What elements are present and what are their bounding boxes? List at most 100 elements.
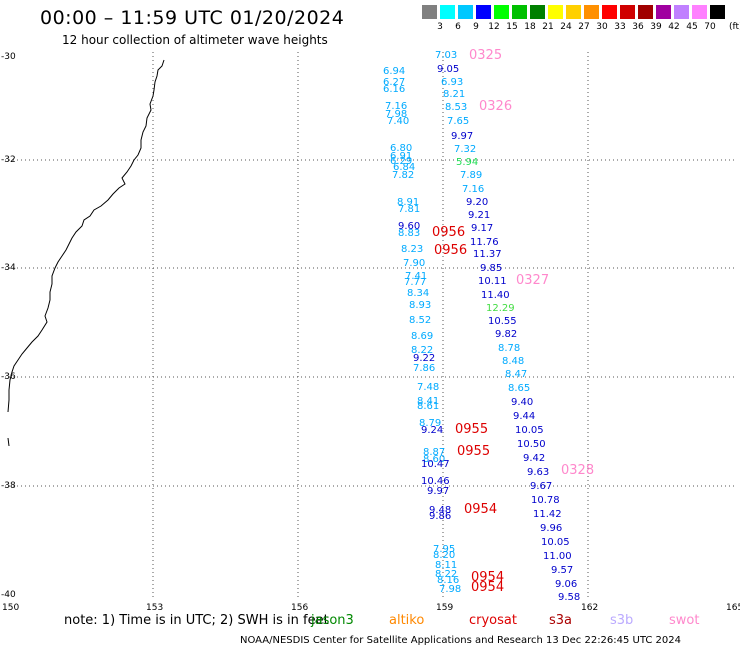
map-title: 00:00 – 11:59 UTC 01/20/2024 [40,7,345,29]
colorbar-swatch [494,5,509,19]
colorbar-swatch [674,5,689,19]
pass-time-label: 0326 [479,99,513,114]
colorbar-swatch [440,5,455,19]
wave-height-value: 10.46 [421,476,450,487]
wave-height-value: 10.47 [421,459,450,470]
longitude-label: 159 [436,603,454,613]
wave-height-value: 8.93 [409,300,432,311]
pass-time-label: 0954 [464,502,498,517]
latitude-label: -30 [1,52,16,62]
colorbar-label: 18 [524,22,536,32]
colorbar-swatch [422,5,437,19]
map-grid [5,52,735,597]
wave-height-value: 8.48 [502,356,525,367]
wave-height-value: 8.22 [435,569,458,580]
wave-height-value: 7.77 [404,277,427,288]
colorbar-swatch [476,5,491,19]
footnote: note: 1) Time is in UTC; 2) SWH is in fe… [64,613,329,628]
colorbar-label: 9 [473,22,479,32]
longitude-label: 156 [291,603,309,613]
longitude-label: 165 [726,603,740,613]
colorbar-swatch [692,5,707,19]
wave-height-value: 8.23 [401,244,424,255]
colorbar-label: 27 [578,22,590,32]
satellite-legend-item: jason3 [311,613,354,628]
credit-line: NOAA/NESDIS Center for Satellite Applica… [240,635,682,646]
colorbar-label: 21 [542,22,554,32]
wave-height-value: 8.16 [437,575,460,586]
wave-height-value: 10.11 [478,276,507,287]
longitude-label: 162 [581,603,599,613]
wave-height-value: 11.00 [543,551,572,562]
wave-height-value: 8.87 [423,447,446,458]
latitude-label: -32 [1,155,16,165]
wave-height-value: 6.16 [383,84,406,95]
wave-height-value: 8.60 [423,454,446,465]
wave-height-value: 9.20 [466,197,489,208]
wave-height-value: 6.84 [393,162,416,173]
pass-time-label: 0327 [516,273,550,288]
wave-height-value: 8.47 [505,369,528,380]
wave-height-value: 7.98 [385,109,408,120]
wave-height-value: 7.03 [435,50,458,61]
map-subtitle: 12 hour collection of altimeter wave hei… [62,33,328,47]
colorbar-swatch [530,5,545,19]
wave-height-value: 6.27 [383,77,406,88]
wave-height-value: 6.29 [390,156,413,167]
wave-height-value: 8.20 [433,550,456,561]
wave-height-value: 11.40 [481,290,510,301]
colorbar-swatch [710,5,725,19]
colorbar-label: 70 [704,22,716,32]
colorbar-label: 36 [632,22,644,32]
colorbar-label: 15 [506,22,518,32]
wave-height-value: 7.65 [447,116,470,127]
wave-height-value: 9.96 [540,523,563,534]
wave-height-value: 9.48 [429,505,452,516]
wave-height-value: 7.98 [439,584,462,595]
wave-height-value: 8.69 [411,331,434,342]
wave-height-value: 7.82 [392,170,415,181]
longitude-label: 153 [146,603,164,613]
wave-height-value: 7.16 [462,184,485,195]
pass-time-label: 0325 [469,48,503,63]
colorbar-label: 24 [560,22,572,32]
colorbar-swatch [566,5,581,19]
colorbar-label: 3 [437,22,443,32]
wave-height-value: 8.52 [409,315,432,326]
satellite-legend-item: s3a [549,613,573,628]
wave-height-value: 9.22 [413,353,436,364]
latitude-label: -40 [1,590,16,600]
wave-height-value: 7.16 [385,101,408,112]
pass-time-label: 0954 [471,570,505,585]
pass-time-label: 0955 [455,422,489,437]
wave-height-value: 7.40 [387,116,410,127]
wave-height-value: 12.29 [486,303,515,314]
wave-height-value: 8.53 [445,102,468,113]
colorbar-label: 42 [668,22,680,32]
wave-height-value: 6.80 [390,143,413,154]
wave-height-value: 7.95 [433,544,456,555]
colorbar-swatch [620,5,635,19]
colorbar-swatch [548,5,563,19]
wave-height-value: 9.97 [427,486,450,497]
wave-height-value: 9.17 [471,223,494,234]
wave-height-value: 9.06 [555,579,578,590]
wave-height-value: 9.40 [511,397,534,408]
wave-height-value: 8.11 [435,560,458,571]
wave-height-value: 10.05 [515,425,544,436]
wave-height-value: 8.83 [398,228,421,239]
wave-height-value: 6.94 [383,66,406,77]
colorbar-unit: (ft) [729,22,740,32]
pass-time-label: 0954 [471,580,505,595]
coastline [7,59,165,413]
wave-height-value: 6.93 [441,77,464,88]
wave-height-value: 10.78 [531,495,560,506]
pass-time-label: 0956 [432,225,466,240]
wave-height-value: 11.37 [473,249,502,260]
wave-height-value: 9.85 [480,263,503,274]
wave-height-value: 8.21 [443,89,466,100]
wave-height-value: 9.57 [551,565,574,576]
longitude-label: 150 [2,603,20,613]
wave-height-value: 8.65 [508,383,531,394]
